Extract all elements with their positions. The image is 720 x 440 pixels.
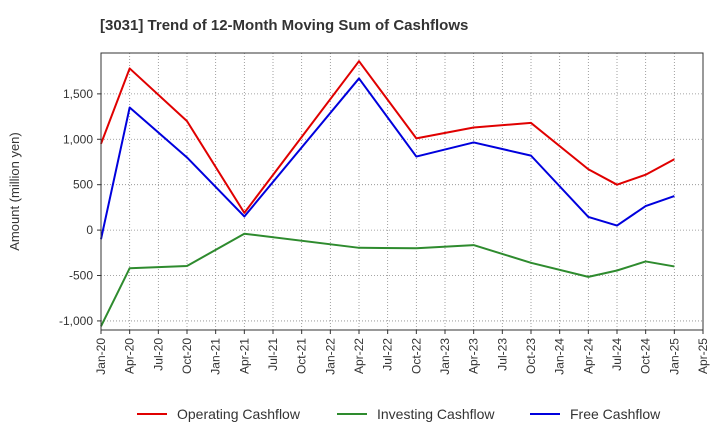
y-tick-label: -1,000 (59, 314, 93, 328)
series-lines (100, 60, 675, 327)
series-line-free-cashflow (100, 77, 675, 240)
x-tick-label: Jan-24 (553, 338, 567, 375)
x-axis-ticks: Jan-20 Apr-20 Jul-20 Oct-20 Jan-21 Apr-21 Jul-… (94, 330, 710, 375)
x-tick-label: Apr-25 (696, 338, 710, 374)
x-tick-label: Jan-20 (94, 338, 108, 375)
x-tick-label: Apr-24 (581, 338, 595, 374)
x-tick-label: Jan-25 (667, 338, 681, 375)
y-axis-label: Amount (million yen) (7, 132, 22, 251)
y-tick-label: 1,500 (63, 87, 93, 101)
x-tick-label: Jan-21 (209, 338, 223, 375)
plot-frame (100, 52, 704, 331)
x-tick-label: Oct-23 (524, 338, 538, 374)
x-tick-label: Jul-21 (266, 338, 280, 371)
x-tick-label: Jan-22 (323, 338, 337, 375)
y-tick-label: 1,000 (63, 132, 93, 146)
x-tick-label: Oct-22 (409, 338, 423, 374)
legend-label-operating-cashflow: Operating Cashflow (177, 406, 301, 422)
y-tick-label: 500 (73, 178, 93, 192)
series-line-investing-cashflow (100, 232, 675, 327)
x-tick-label: Apr-21 (237, 338, 251, 374)
chart-title: [3031] Trend of 12-Month Moving Sum of C… (100, 17, 468, 34)
x-tick-label: Jul-24 (610, 338, 624, 371)
x-tick-label: Apr-20 (123, 338, 137, 374)
x-tick-label: Apr-23 (467, 338, 481, 374)
y-axis-ticks: -1,000 -500 0 500 1,000 1,500 (59, 87, 101, 328)
grid (101, 53, 703, 330)
legend-label-free-cashflow: Free Cashflow (570, 406, 661, 422)
x-tick-label: Jul-23 (495, 338, 509, 371)
y-tick-label: -500 (69, 269, 93, 283)
x-tick-label: Jul-22 (381, 338, 395, 371)
x-tick-label: Apr-22 (352, 338, 366, 374)
legend: Operating Cashflow Investing Cashflow Free… (137, 406, 661, 422)
x-tick-label: Oct-20 (180, 338, 194, 374)
series-line-operating-cashflow (100, 60, 675, 214)
x-tick-label: Jul-20 (151, 338, 165, 371)
x-tick-label: Oct-24 (639, 338, 653, 374)
legend-label-investing-cashflow: Investing Cashflow (377, 406, 495, 422)
y-tick-label: 0 (86, 223, 93, 237)
x-tick-label: Jan-23 (438, 338, 452, 375)
x-tick-label: Oct-21 (295, 338, 309, 374)
